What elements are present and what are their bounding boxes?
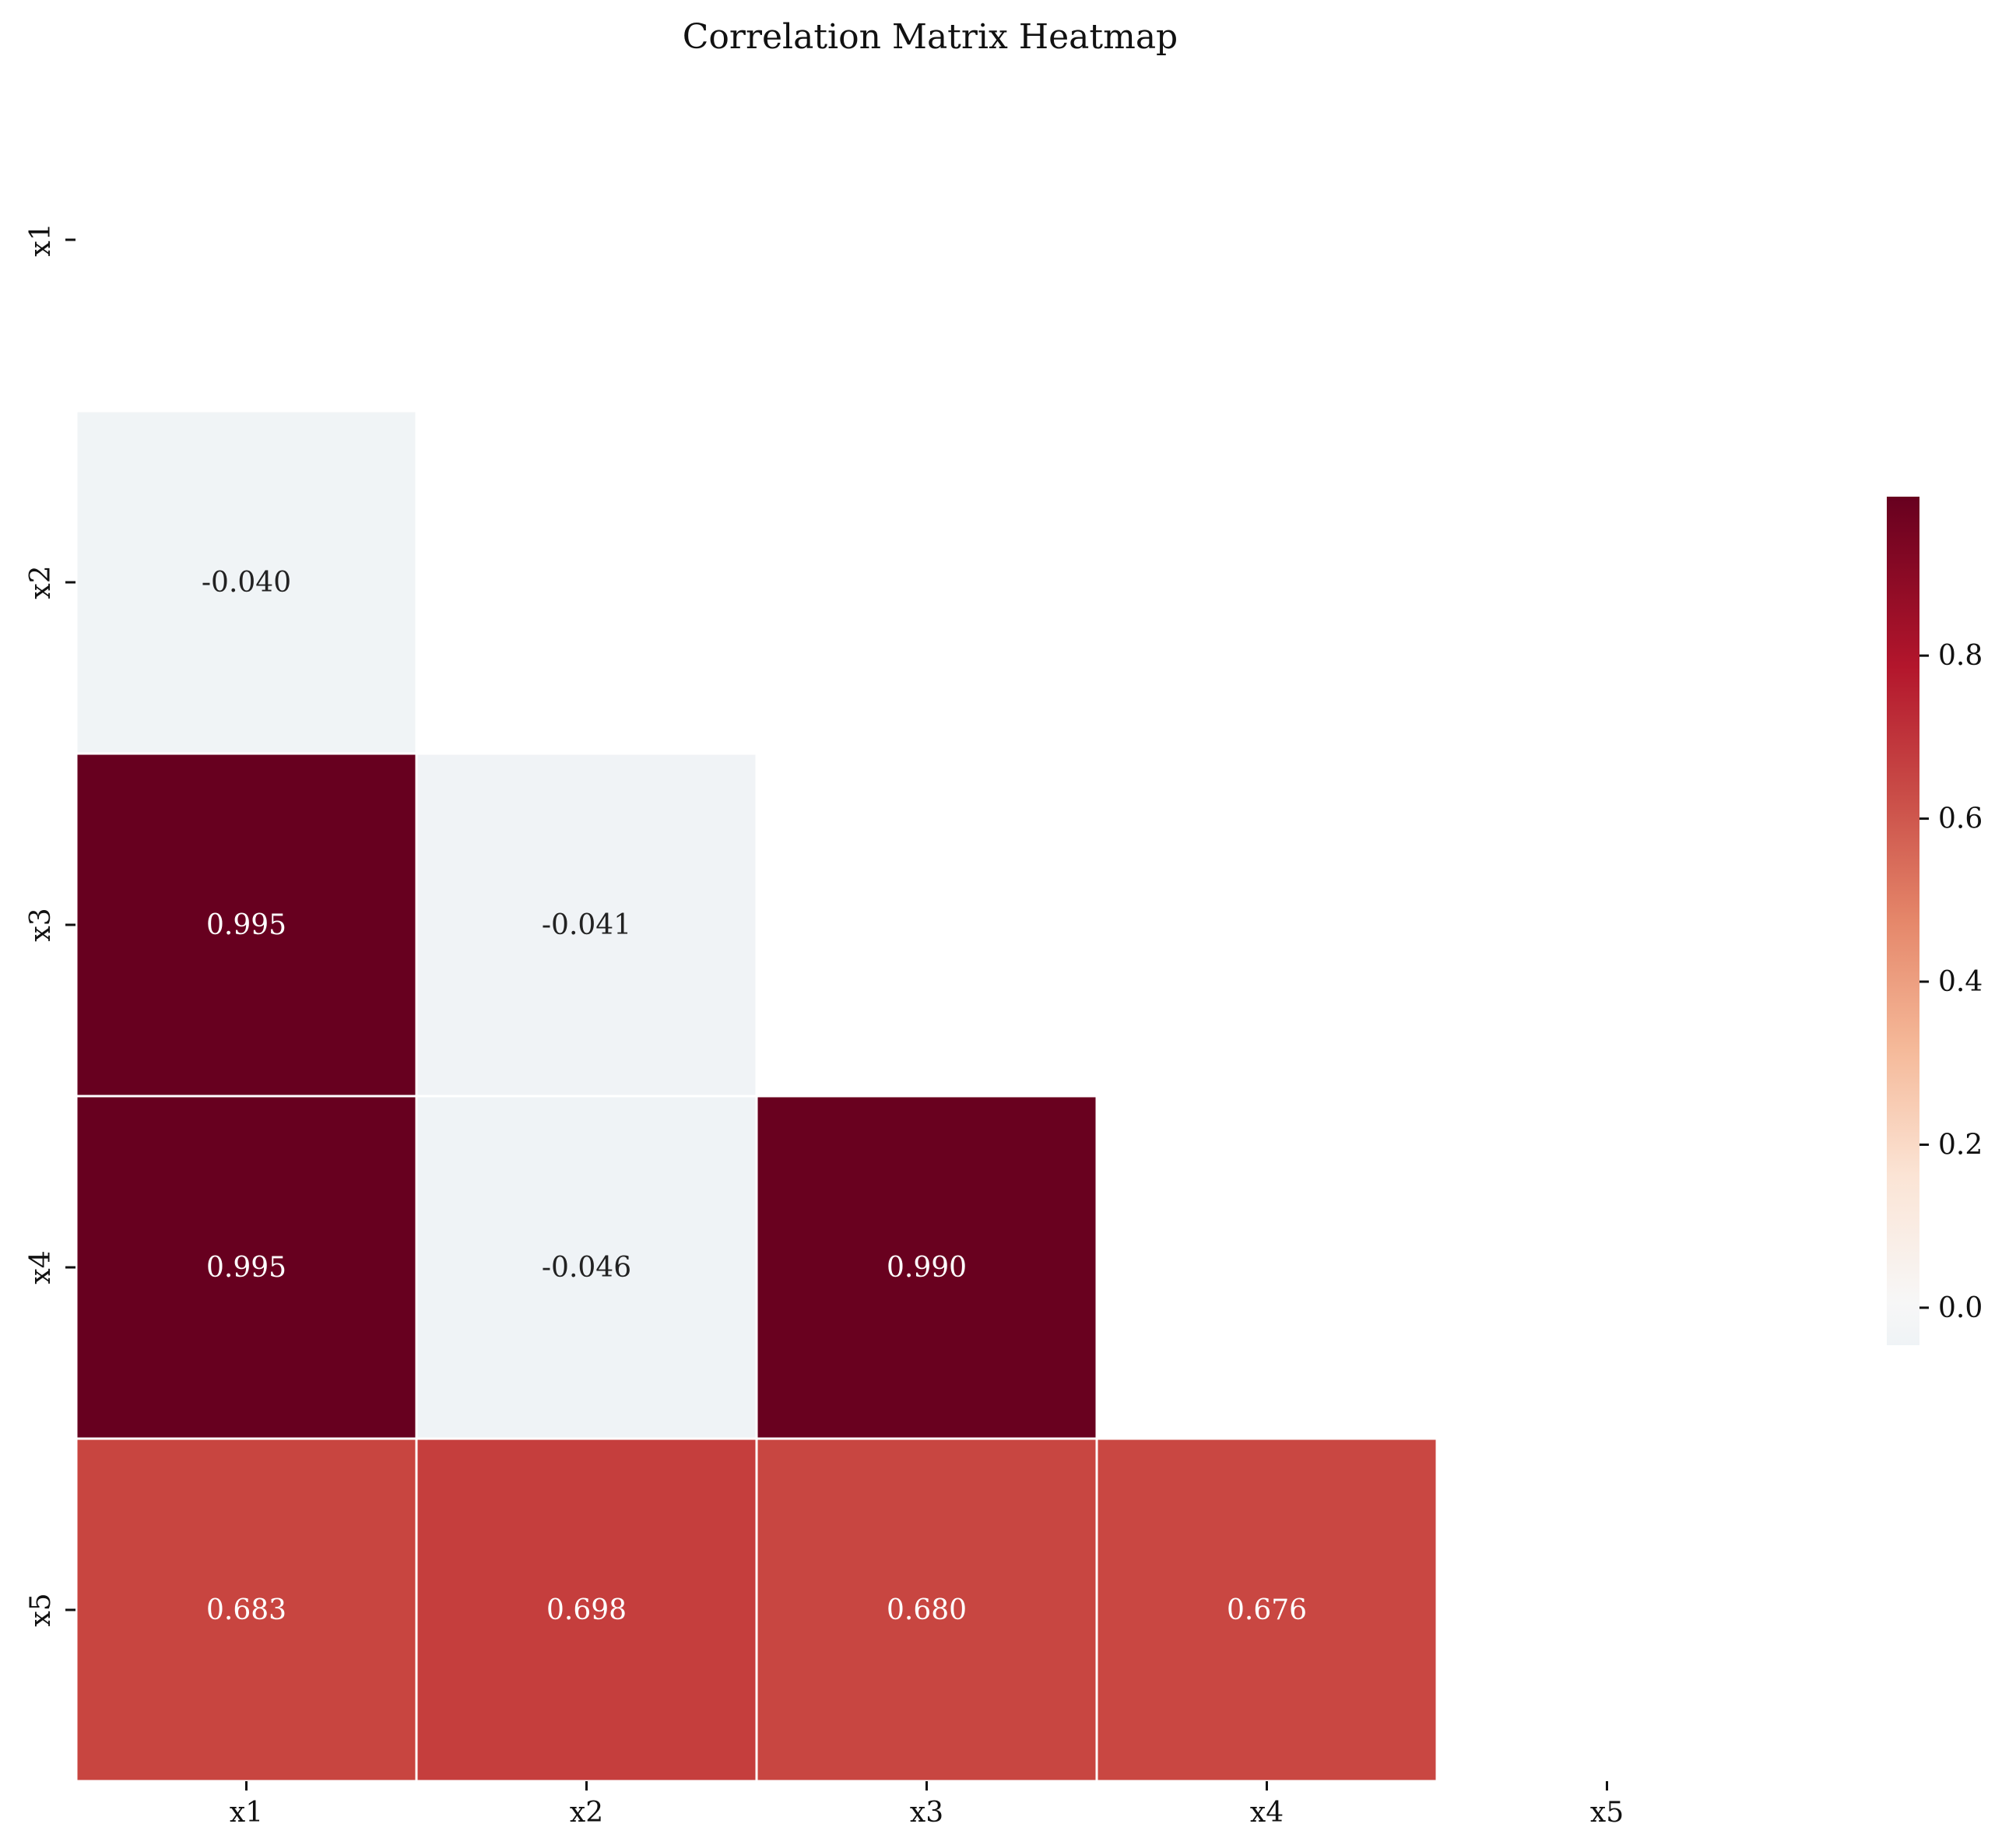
- y-tick-label: x4: [25, 1250, 57, 1284]
- chart-title: Correlation Matrix Heatmap: [683, 17, 1178, 57]
- heatmap-cell: [75, 1437, 418, 1783]
- colorbar-tick-label: 0.2: [1938, 1129, 1983, 1161]
- cell-value-label: 0.683: [206, 1594, 286, 1626]
- x-tick-label: x3: [910, 1797, 943, 1829]
- heatmap-cell: [75, 1095, 418, 1440]
- x-tick-label: x4: [1250, 1797, 1284, 1829]
- y-tick-label: x1: [25, 223, 57, 256]
- y-tick-label: x2: [25, 565, 57, 599]
- cell-value-label: 0.680: [887, 1594, 967, 1626]
- heatmap-cell: [415, 1437, 758, 1783]
- heatmap-cell: [75, 409, 418, 755]
- heatmap-cell: [755, 1095, 1098, 1440]
- cell-value-label: 0.995: [206, 1252, 286, 1284]
- cell-value-label: 0.995: [206, 909, 286, 941]
- y-tick-label: x5: [25, 1593, 57, 1626]
- heatmap-cell: [415, 1095, 758, 1440]
- heatmap-cell: [75, 752, 418, 1098]
- x-tick-label: x2: [570, 1797, 603, 1829]
- cell-value-label: -0.040: [202, 567, 291, 599]
- x-axis: x1 x2 x3 x4 x5: [230, 1781, 1624, 1829]
- cell-value-label: -0.046: [542, 1252, 631, 1284]
- colorbar-tick-label: 0.8: [1938, 640, 1983, 672]
- colorbar-gradient: [1887, 497, 1919, 1345]
- cell-value-label: 0.698: [546, 1594, 627, 1626]
- colorbar-ticks: 0.0 0.2 0.4 0.6 0.8: [1919, 640, 1983, 1324]
- y-tick-label: x3: [25, 908, 57, 941]
- x-tick-label: x1: [230, 1797, 263, 1829]
- x-tick-label: x5: [1590, 1797, 1624, 1829]
- cell-value-label: 0.990: [887, 1252, 967, 1284]
- heatmap-cell: [1095, 1437, 1438, 1783]
- colorbar-tick-label: 0.4: [1938, 966, 1983, 998]
- heatmap-cells: -0.040 0.995 -0.041 0.995 -0.046 0.990 0.683 0.…: [75, 409, 1438, 1783]
- cell-value-label: 0.676: [1227, 1594, 1307, 1626]
- y-axis: x1 x2 x3 x4 x5: [25, 223, 76, 1627]
- heatmap-cell: [415, 752, 758, 1098]
- colorbar: 0.0 0.2 0.4 0.6 0.8: [1887, 497, 1983, 1345]
- colorbar-tick-label: 0.6: [1938, 803, 1983, 835]
- colorbar-tick-label: 0.0: [1938, 1292, 1983, 1324]
- cell-value-label: -0.041: [542, 909, 631, 941]
